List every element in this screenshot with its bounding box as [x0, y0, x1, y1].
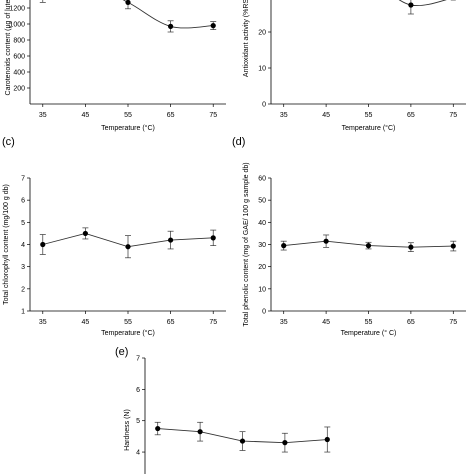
- panel-label: (e): [115, 346, 128, 358]
- x-tick-label: 35: [39, 319, 47, 326]
- data-point: [324, 436, 330, 443]
- x-tick-label: 35: [280, 112, 288, 119]
- y-tick-label: 0: [262, 102, 266, 109]
- data-point: [197, 429, 203, 435]
- y-tick-label: 400: [13, 70, 25, 77]
- data-point: [168, 23, 174, 29]
- data-point: [40, 241, 46, 248]
- y-tick-label: 7: [136, 356, 140, 363]
- y-tick-label: 600: [13, 54, 25, 61]
- x-tick-label: 75: [209, 319, 217, 326]
- y-tick-label: 6: [136, 387, 140, 394]
- x-tick-label: 65: [167, 319, 175, 326]
- data-point: [210, 23, 216, 29]
- data-point: [282, 440, 288, 446]
- y-tick-label: 5: [21, 220, 25, 227]
- y-tick-label: 10: [258, 66, 266, 73]
- x-tick-label: 55: [365, 319, 373, 326]
- y-tick-label: 60: [258, 176, 266, 183]
- y-tick-label: 50: [258, 198, 266, 205]
- chart-panel-1: 200 400 600 800 1000 1200 35 45 55 65 75 Temperatur…: [5, 0, 226, 132]
- y-tick-label: 20: [258, 30, 266, 37]
- x-tick-label: 55: [124, 112, 132, 119]
- x-tick-label: 75: [209, 112, 217, 119]
- chart-panel-2: 0 10 20 35 45 55 65 75 Temperature (°C) Antioxida…: [243, 0, 466, 132]
- y-axis-label: Antioxidant activity (%RS: [243, 0, 250, 77]
- x-axis-label: Temperature (° C): [341, 329, 397, 337]
- y-axis-label: Total chlorophyll content (mg/100 g db): [3, 184, 10, 305]
- y-tick-label: 3: [21, 264, 25, 271]
- x-tick-label: 45: [81, 112, 89, 119]
- x-tick-label: 75: [449, 319, 457, 326]
- y-tick-label: 4: [21, 242, 25, 249]
- data-point: [365, 243, 372, 249]
- x-tick-label: 45: [322, 112, 330, 119]
- x-tick-label: 65: [407, 112, 415, 119]
- data-point: [155, 425, 161, 432]
- series-line: [398, 0, 447, 7]
- x-tick-label: 55: [124, 319, 132, 326]
- y-tick-label: 30: [258, 242, 266, 249]
- x-tick-label: 65: [407, 319, 415, 326]
- panel-label: (c): [2, 136, 15, 148]
- y-tick-label: 2: [21, 286, 25, 293]
- panel-label: (d): [232, 136, 245, 148]
- x-tick-label: 65: [167, 112, 175, 119]
- data-point: [408, 244, 414, 250]
- x-axis-label: Temperature (°C): [101, 124, 155, 132]
- data-point: [408, 2, 414, 8]
- y-tick-label: 1000: [9, 22, 25, 29]
- x-tick-label: 45: [322, 319, 330, 326]
- y-tick-label: 1: [21, 309, 25, 316]
- data-point: [168, 237, 174, 243]
- y-axis-label: Hardness (N): [124, 409, 131, 451]
- chart-panel-4: 0 10 20 30 40 50 60 35 45 55 65 75 Temperature (° C)…: [232, 136, 466, 337]
- y-tick-label: 0: [262, 309, 266, 316]
- y-axis-label: Carotenoids content (µg of lutein/100: [5, 0, 12, 95]
- y-tick-label: 7: [21, 176, 25, 183]
- x-tick-label: 45: [81, 319, 89, 326]
- data-point: [125, 244, 131, 250]
- x-axis-label: Temperature (°C): [101, 329, 155, 337]
- x-tick-label: 75: [449, 112, 457, 119]
- y-tick-label: 800: [13, 38, 25, 45]
- data-point: [450, 243, 456, 249]
- y-axis-label: Total phenolic content (mg of GAE/ 100 g…: [243, 162, 250, 326]
- chart-panel-5: 4 5 6 7 Hardness (N) (e): [115, 346, 331, 474]
- y-tick-label: 5: [136, 418, 140, 425]
- data-point: [281, 243, 287, 249]
- y-tick-label: 1200: [9, 6, 25, 13]
- data-point: [125, 0, 131, 5]
- x-tick-label: 35: [280, 319, 288, 326]
- y-tick-label: 10: [258, 286, 266, 293]
- y-tick-label: 6: [21, 198, 25, 205]
- y-tick-label: 4: [136, 450, 140, 457]
- y-tick-label: 40: [258, 220, 266, 227]
- y-tick-label: 20: [258, 264, 266, 271]
- x-tick-label: 55: [365, 112, 373, 119]
- data-point: [323, 238, 329, 244]
- data-point: [239, 438, 246, 444]
- x-tick-label: 35: [39, 112, 47, 119]
- data-point: [82, 230, 88, 237]
- data-point: [210, 235, 216, 241]
- x-axis-label: Temperature (°C): [342, 124, 396, 132]
- y-tick-label: 200: [13, 86, 25, 93]
